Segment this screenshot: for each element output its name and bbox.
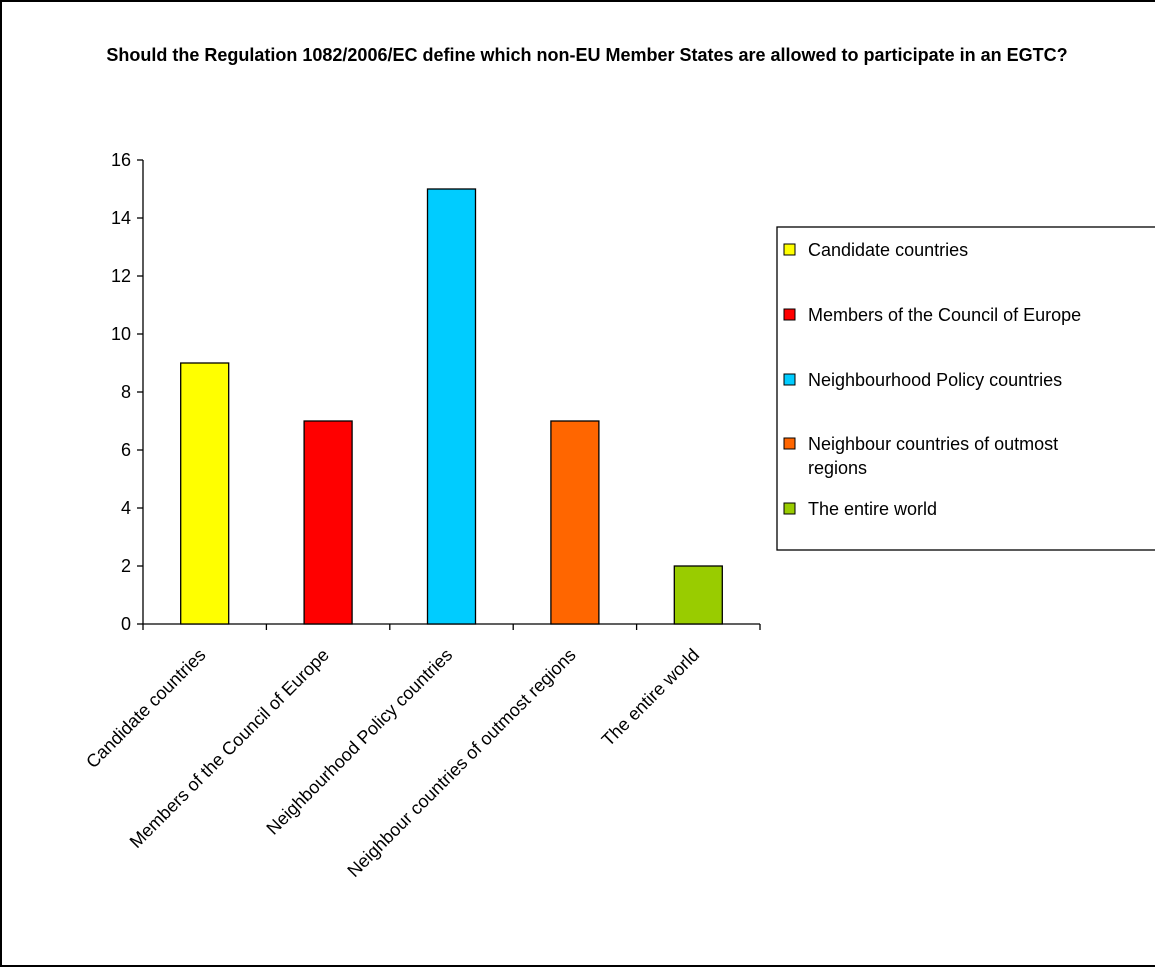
legend-swatch: [783, 373, 796, 386]
x-tick-label: Members of the Council of Europe: [126, 645, 333, 852]
legend-swatch: [783, 437, 796, 450]
legend-label: Candidate countries: [808, 240, 968, 260]
y-tick-label: 12: [111, 266, 131, 286]
legend-label: Members of the Council of Europe: [808, 305, 1081, 325]
y-tick-label: 2: [121, 556, 131, 576]
x-axis: [142, 623, 761, 630]
legend-label: Neighbour countries of outmost regions: [808, 434, 1058, 478]
legend-swatch: [783, 243, 796, 256]
y-tick-label: 10: [111, 324, 131, 344]
bar: [673, 565, 723, 625]
legend-box: [776, 226, 1155, 551]
bar: [180, 362, 230, 625]
legend-label: Neighbourhood Policy countries: [808, 370, 1062, 390]
y-tick-label: 14: [111, 208, 131, 228]
bar: [426, 188, 477, 625]
legend-swatch: [783, 502, 796, 515]
x-tick-label: Neighbour countries of outmost regions: [343, 645, 579, 881]
chart-title: Should the Regulation 1082/2006/EC defin…: [106, 45, 1068, 65]
x-tick-label: The entire world: [598, 645, 703, 750]
bars: [180, 188, 723, 625]
y-tick-label: 8: [121, 382, 131, 402]
x-tick-label: Candidate countries: [82, 645, 209, 772]
bar: [550, 420, 600, 625]
y-axis: 0 2 4 6 8 10 12 14 16: [111, 150, 144, 634]
y-tick-label: 16: [111, 150, 131, 170]
legend-label: The entire world: [808, 499, 937, 519]
bar: [303, 420, 353, 625]
y-tick-label: 4: [121, 498, 131, 518]
y-tick-label: 6: [121, 440, 131, 460]
y-tick-label: 0: [121, 614, 131, 634]
legend: Candidate countries Members of the Counci…: [776, 226, 1155, 551]
legend-swatch: [783, 308, 796, 321]
